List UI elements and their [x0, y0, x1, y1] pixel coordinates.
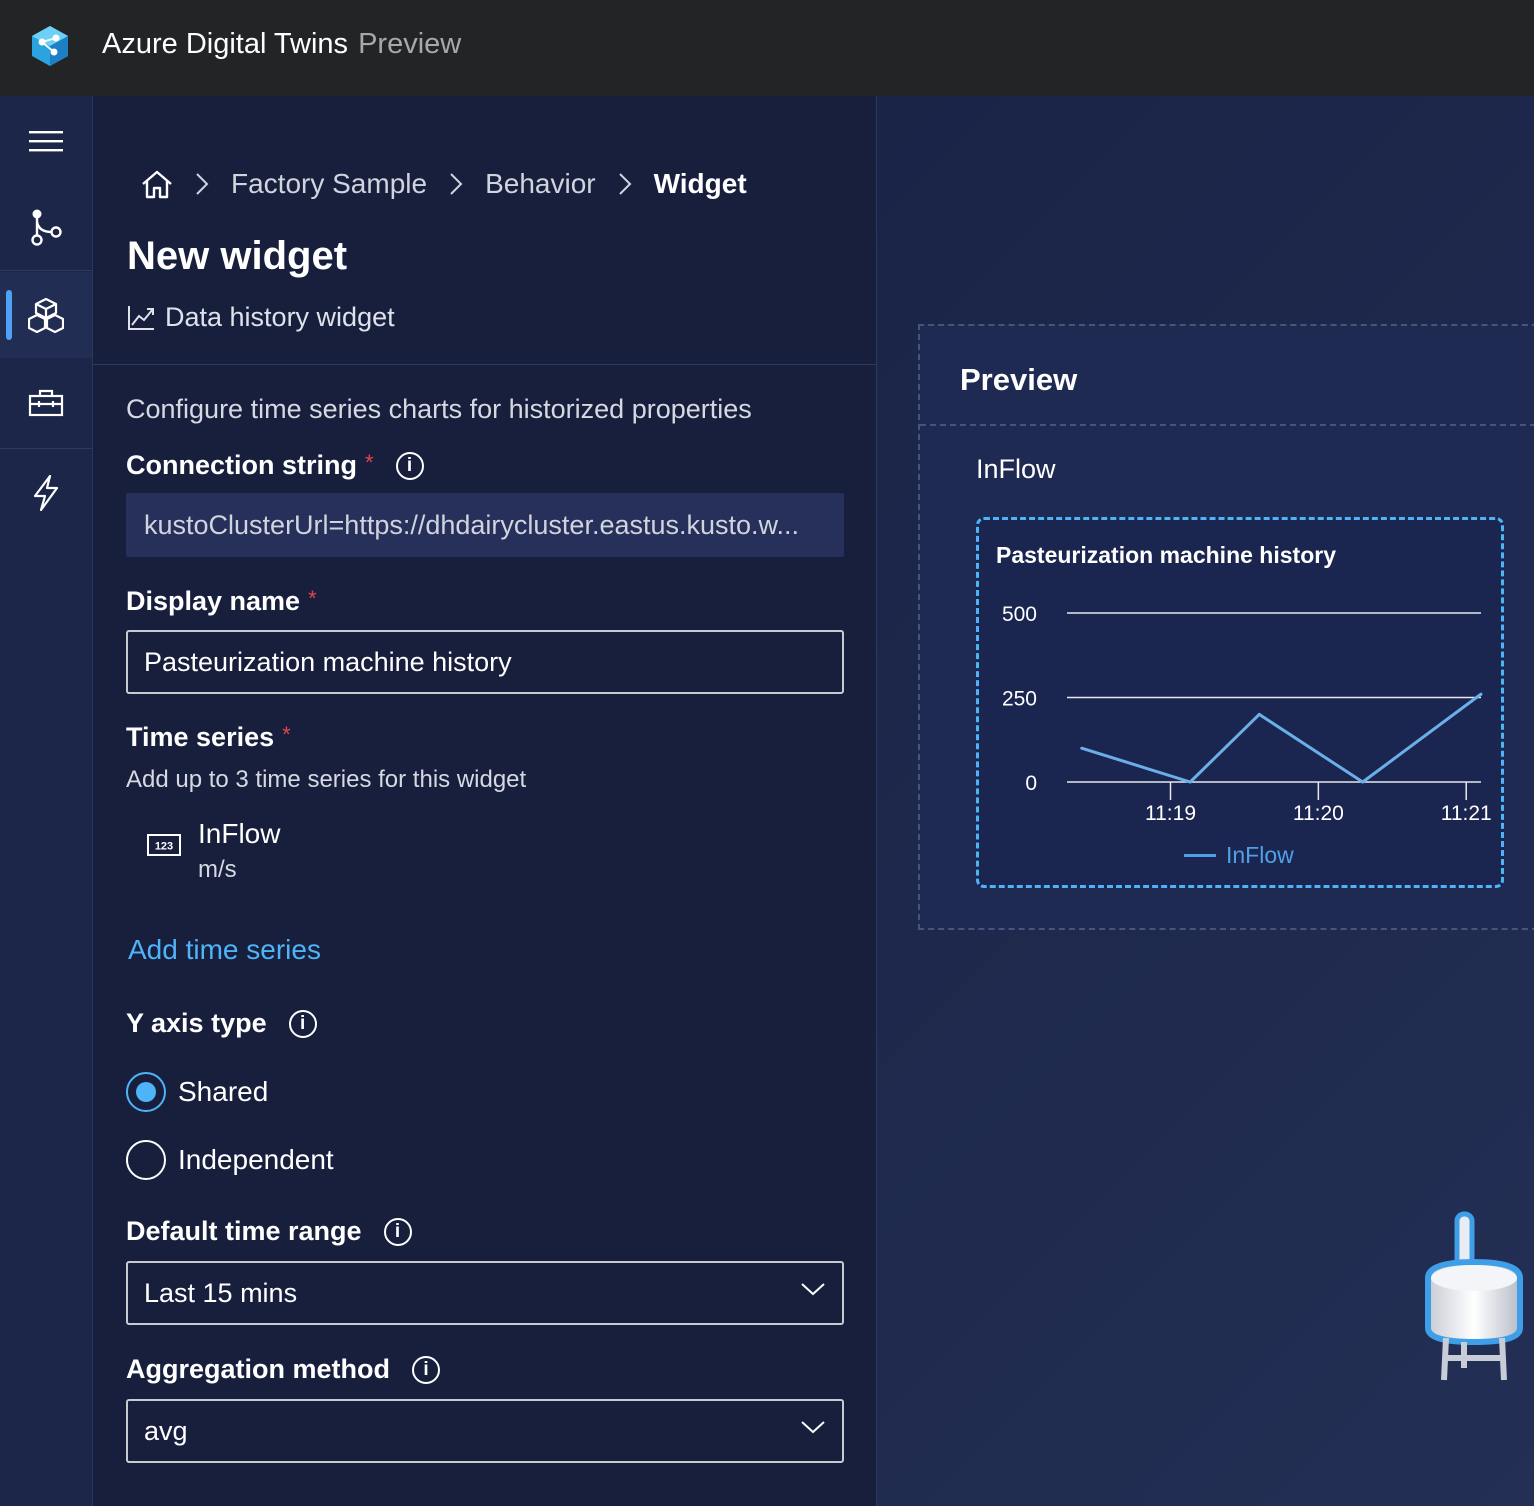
chevron-right-icon [618, 172, 632, 196]
top-bar: Azure Digital Twins Preview [0, 0, 1534, 96]
preview-divider [920, 424, 1534, 426]
legend-label: InFlow [1226, 842, 1294, 868]
breadcrumb-current: Widget [653, 168, 747, 199]
app-title: Azure Digital Twins Preview [102, 28, 461, 61]
add-time-series-link[interactable]: Add time series [128, 934, 321, 965]
legend-swatch [1184, 854, 1216, 857]
number-property-icon: 123 [147, 834, 181, 856]
breadcrumb-behavior[interactable]: Behavior [485, 168, 596, 199]
x-tick-label: 11:21 [1441, 802, 1492, 825]
data-point [1188, 780, 1192, 784]
dropdown-value: Last 15 mins [144, 1277, 298, 1308]
home-icon[interactable] [141, 169, 173, 199]
display-name-label: Display name * [126, 586, 317, 617]
panel-header: Factory Sample Behavior Widget New widge… [93, 96, 876, 365]
aggregation-method-label-text: Aggregation method [126, 1354, 390, 1384]
breadcrumb-factory-sample[interactable]: Factory Sample [231, 168, 428, 199]
time-series-label: Time series * [126, 722, 291, 753]
time-series-unit: m/s [198, 856, 237, 883]
required-asterisk: * [282, 722, 291, 747]
y-axis-independent-radio[interactable]: Independent [126, 1140, 334, 1180]
time-series-name: InFlow [198, 818, 281, 849]
dropdown-value: avg [144, 1415, 188, 1446]
radio-label: Shared [178, 1076, 269, 1107]
default-time-range-label-text: Default time range [126, 1216, 362, 1246]
info-icon[interactable]: i [412, 1355, 440, 1384]
chart-title: Pasteurization machine history [996, 542, 1336, 568]
preview-chart: Pasteurization machine history 0 250 500 11… [976, 517, 1504, 888]
time-series-hint: Add up to 3 time series for this widget [126, 766, 527, 793]
connection-string-label-text: Connection string [126, 450, 357, 480]
aggregation-method-label: Aggregation method i [126, 1354, 440, 1385]
breadcrumb: Factory Sample Behavior Widget [141, 168, 747, 200]
app-name: Azure Digital Twins [102, 28, 349, 60]
toolbox-icon [28, 389, 64, 417]
number-icon-text: 123 [155, 841, 173, 853]
y-axis-type-label-text: Y axis type [126, 1008, 267, 1038]
aggregation-method-dropdown[interactable]: avg [126, 1399, 844, 1463]
preview-subtitle: InFlow [976, 454, 1056, 484]
app-preview-tag: Preview [358, 28, 462, 60]
chevron-right-icon [449, 172, 463, 196]
time-series-label-text: Time series [126, 722, 275, 752]
chart-legend: InFlow [1184, 842, 1294, 869]
info-icon[interactable]: i [395, 451, 424, 480]
connection-string-label: Connection string * i [126, 450, 424, 481]
widget-config-panel: Factory Sample Behavior Widget New widge… [93, 96, 877, 1506]
page-title: New widget [127, 234, 348, 278]
y-axis-type-label: Y axis type i [126, 1008, 317, 1039]
radio-unchecked-indicator[interactable] [126, 1140, 166, 1180]
default-time-range-label: Default time range i [126, 1216, 412, 1247]
display-name-input[interactable]: Pasteurization machine history [126, 630, 844, 694]
menu-icon [29, 131, 63, 152]
widget-type: Data history widget [127, 302, 395, 333]
nav-graph-button[interactable] [0, 184, 92, 270]
line-chart-icon [128, 305, 154, 330]
display-name-label-text: Display name [126, 586, 301, 616]
nav-toolbox-button[interactable] [0, 360, 92, 446]
default-time-range-dropdown[interactable]: Last 15 mins [126, 1261, 844, 1325]
preview-title: Preview [960, 362, 1078, 397]
data-point [1361, 780, 1365, 784]
line-chart: 0 250 500 11:19 11:20 11:21 [1002, 603, 1492, 825]
connection-string-field[interactable]: kustoClusterUrl=https://dhdairycluster.e… [126, 493, 844, 557]
y-tick-label: 250 [1002, 688, 1037, 711]
required-asterisk: * [365, 450, 374, 475]
graph-icon [31, 209, 62, 246]
lightning-icon [33, 475, 59, 511]
nav-behaviors-button[interactable] [0, 450, 92, 536]
data-point [1257, 712, 1261, 716]
chevron-down-icon [801, 1283, 825, 1296]
pasteurization-machine-model[interactable] [1418, 1208, 1534, 1388]
series-line-inflow [1081, 692, 1482, 784]
radio-checked-indicator[interactable] [126, 1072, 166, 1112]
azure-digital-twins-logo [32, 26, 68, 66]
chevron-right-icon [195, 172, 209, 196]
nav-divider [0, 270, 92, 271]
x-tick-label: 11:19 [1145, 802, 1196, 825]
radio-label: Independent [178, 1144, 334, 1175]
nav-menu-button[interactable] [0, 98, 92, 184]
y-axis-shared-radio[interactable]: Shared [126, 1072, 268, 1112]
nav-divider [0, 448, 92, 449]
y-tick-label: 500 [1002, 603, 1037, 626]
chevron-down-icon [801, 1421, 825, 1434]
panel-description: Configure time series charts for histori… [126, 394, 752, 424]
x-tick-label: 11:20 [1293, 802, 1344, 825]
data-point [1479, 692, 1483, 696]
info-icon[interactable]: i [383, 1217, 412, 1246]
data-point [1080, 746, 1084, 750]
info-icon[interactable]: i [288, 1009, 317, 1038]
y-tick-label: 0 [1025, 772, 1037, 795]
widget-type-label: Data history widget [165, 302, 395, 332]
nav-scene-builder-button[interactable] [0, 272, 92, 358]
scene-builder-icon [28, 297, 64, 333]
required-asterisk: * [308, 586, 317, 611]
left-navigation [0, 96, 93, 1506]
